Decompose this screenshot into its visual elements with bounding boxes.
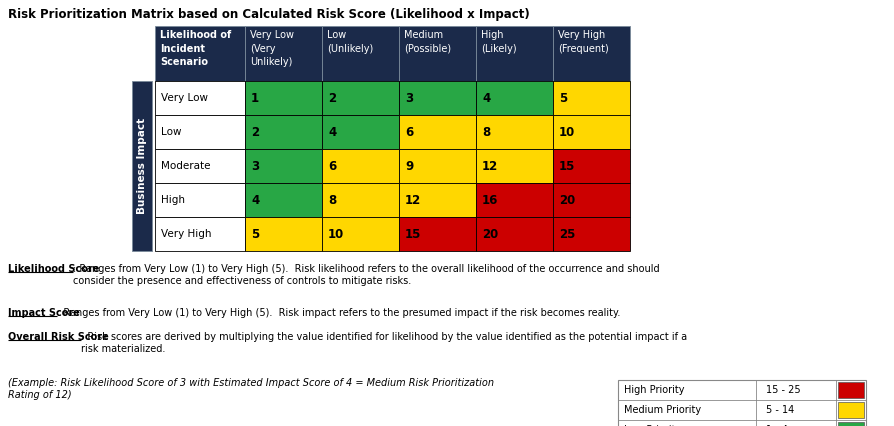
Text: Low Priority: Low Priority — [623, 425, 680, 426]
FancyBboxPatch shape — [837, 382, 863, 398]
FancyBboxPatch shape — [131, 81, 152, 251]
FancyBboxPatch shape — [155, 81, 245, 115]
Text: : Ranges from Very Low (1) to Very High (5).  Risk likelihood refers to the over: : Ranges from Very Low (1) to Very High … — [72, 264, 659, 285]
FancyBboxPatch shape — [476, 26, 552, 81]
Text: 6: 6 — [327, 159, 336, 173]
FancyBboxPatch shape — [552, 26, 629, 81]
FancyBboxPatch shape — [155, 183, 245, 217]
Text: 2: 2 — [327, 92, 336, 104]
Text: 2: 2 — [250, 126, 259, 138]
Text: 5: 5 — [559, 92, 567, 104]
Text: 25: 25 — [559, 227, 575, 241]
Text: (Example: Risk Likelihood Score of 3 with Estimated Impact Score of 4 = Medium R: (Example: Risk Likelihood Score of 3 wit… — [8, 378, 493, 400]
Text: High
(Likely): High (Likely) — [480, 30, 516, 54]
FancyBboxPatch shape — [552, 217, 629, 251]
Text: 5 - 14: 5 - 14 — [765, 405, 793, 415]
Text: : Ranges from Very Low (1) to Very High (5).  Risk impact refers to the presumed: : Ranges from Very Low (1) to Very High … — [56, 308, 620, 318]
FancyBboxPatch shape — [552, 81, 629, 115]
Text: 16: 16 — [482, 193, 498, 207]
FancyBboxPatch shape — [399, 26, 476, 81]
FancyBboxPatch shape — [476, 183, 552, 217]
FancyBboxPatch shape — [476, 81, 552, 115]
Text: Impact Score: Impact Score — [8, 308, 80, 318]
Text: 4: 4 — [482, 92, 490, 104]
Text: Medium Priority: Medium Priority — [623, 405, 700, 415]
FancyBboxPatch shape — [245, 183, 322, 217]
Text: High Priority: High Priority — [623, 385, 684, 395]
Text: Overall Risk Score: Overall Risk Score — [8, 332, 109, 342]
FancyBboxPatch shape — [618, 380, 865, 426]
FancyBboxPatch shape — [399, 115, 476, 149]
FancyBboxPatch shape — [245, 149, 322, 183]
FancyBboxPatch shape — [552, 115, 629, 149]
Text: 8: 8 — [327, 193, 336, 207]
FancyBboxPatch shape — [476, 115, 552, 149]
Text: Very Low: Very Low — [161, 93, 207, 103]
Text: 4: 4 — [327, 126, 336, 138]
Text: Low
(Unlikely): Low (Unlikely) — [326, 30, 373, 54]
FancyBboxPatch shape — [245, 26, 322, 81]
FancyBboxPatch shape — [322, 183, 399, 217]
Text: Moderate: Moderate — [161, 161, 210, 171]
Text: Likelihood Score: Likelihood Score — [8, 264, 99, 274]
FancyBboxPatch shape — [322, 149, 399, 183]
Text: 3: 3 — [250, 159, 259, 173]
Text: 3: 3 — [405, 92, 413, 104]
FancyBboxPatch shape — [155, 115, 245, 149]
Text: Likelihood of
Incident
Scenario: Likelihood of Incident Scenario — [160, 30, 231, 67]
Text: Very High
(Frequent): Very High (Frequent) — [557, 30, 608, 54]
Text: 15: 15 — [405, 227, 421, 241]
FancyBboxPatch shape — [837, 402, 863, 418]
FancyBboxPatch shape — [399, 217, 476, 251]
Text: Low: Low — [161, 127, 181, 137]
FancyBboxPatch shape — [552, 183, 629, 217]
FancyBboxPatch shape — [245, 81, 322, 115]
Text: 20: 20 — [482, 227, 498, 241]
Text: 15 - 25: 15 - 25 — [765, 385, 800, 395]
FancyBboxPatch shape — [837, 422, 863, 426]
Text: Medium
(Possible): Medium (Possible) — [403, 30, 451, 54]
Text: 15: 15 — [559, 159, 575, 173]
FancyBboxPatch shape — [322, 81, 399, 115]
FancyBboxPatch shape — [155, 149, 245, 183]
FancyBboxPatch shape — [399, 81, 476, 115]
Text: Risk Prioritization Matrix based on Calculated Risk Score (Likelihood x Impact): Risk Prioritization Matrix based on Calc… — [8, 8, 529, 21]
Text: High: High — [161, 195, 185, 205]
Text: 9: 9 — [405, 159, 413, 173]
FancyBboxPatch shape — [322, 217, 399, 251]
Text: Business Impact: Business Impact — [137, 118, 147, 214]
Text: : Risk scores are derived by multiplying the value identified for likelihood by : : Risk scores are derived by multiplying… — [80, 332, 687, 354]
Text: 5: 5 — [250, 227, 259, 241]
FancyBboxPatch shape — [155, 26, 245, 81]
Text: 20: 20 — [559, 193, 575, 207]
Text: 1 - 4: 1 - 4 — [765, 425, 787, 426]
Text: 10: 10 — [559, 126, 575, 138]
Text: 8: 8 — [482, 126, 490, 138]
Text: 12: 12 — [482, 159, 498, 173]
FancyBboxPatch shape — [399, 183, 476, 217]
Text: 10: 10 — [327, 227, 344, 241]
Text: 1: 1 — [250, 92, 259, 104]
FancyBboxPatch shape — [245, 115, 322, 149]
Text: 6: 6 — [405, 126, 413, 138]
FancyBboxPatch shape — [476, 149, 552, 183]
FancyBboxPatch shape — [155, 217, 245, 251]
FancyBboxPatch shape — [399, 149, 476, 183]
FancyBboxPatch shape — [322, 115, 399, 149]
FancyBboxPatch shape — [476, 217, 552, 251]
Text: 12: 12 — [405, 193, 421, 207]
FancyBboxPatch shape — [552, 149, 629, 183]
Text: Very High: Very High — [161, 229, 211, 239]
Text: Very Low
(Very
Unlikely): Very Low (Very Unlikely) — [249, 30, 293, 67]
FancyBboxPatch shape — [322, 26, 399, 81]
Text: 4: 4 — [250, 193, 259, 207]
FancyBboxPatch shape — [245, 217, 322, 251]
